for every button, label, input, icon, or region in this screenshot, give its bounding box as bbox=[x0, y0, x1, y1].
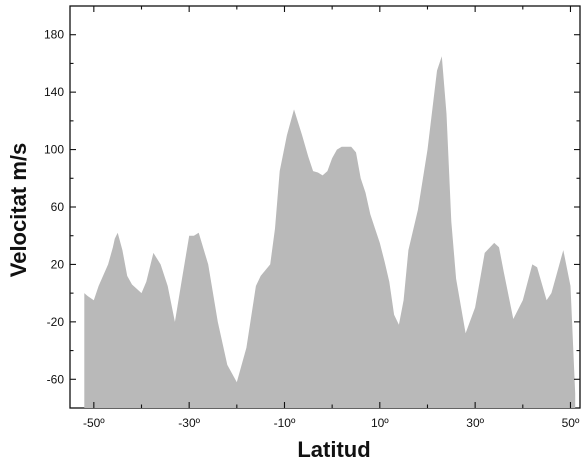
x-tick-label: -10º bbox=[274, 416, 296, 430]
y-tick-label: -60 bbox=[47, 372, 65, 386]
y-tick-label: 20 bbox=[51, 257, 65, 271]
y-tick-label: 140 bbox=[44, 85, 64, 99]
x-tick-label: 50º bbox=[562, 416, 580, 430]
y-tick-label: 180 bbox=[44, 28, 64, 42]
x-tick-label: 10º bbox=[371, 416, 389, 430]
x-tick-label: -50º bbox=[83, 416, 105, 430]
y-tick-label: -20 bbox=[47, 315, 65, 329]
x-tick-label: 30º bbox=[466, 416, 484, 430]
x-tick-label: -30º bbox=[178, 416, 200, 430]
y-tick-label: 100 bbox=[44, 143, 64, 157]
y-tick-label: 60 bbox=[51, 200, 65, 214]
y-axis-title: Velocitat m/s bbox=[6, 143, 31, 278]
x-axis: -50º -30º -10º 10º 30º 50º bbox=[83, 6, 580, 430]
y-axis: -60 -20 20 60 100 140 180 bbox=[44, 28, 580, 386]
x-axis-title: Latitud bbox=[297, 437, 370, 462]
area-series bbox=[84, 56, 576, 409]
velocity-area bbox=[84, 56, 576, 409]
